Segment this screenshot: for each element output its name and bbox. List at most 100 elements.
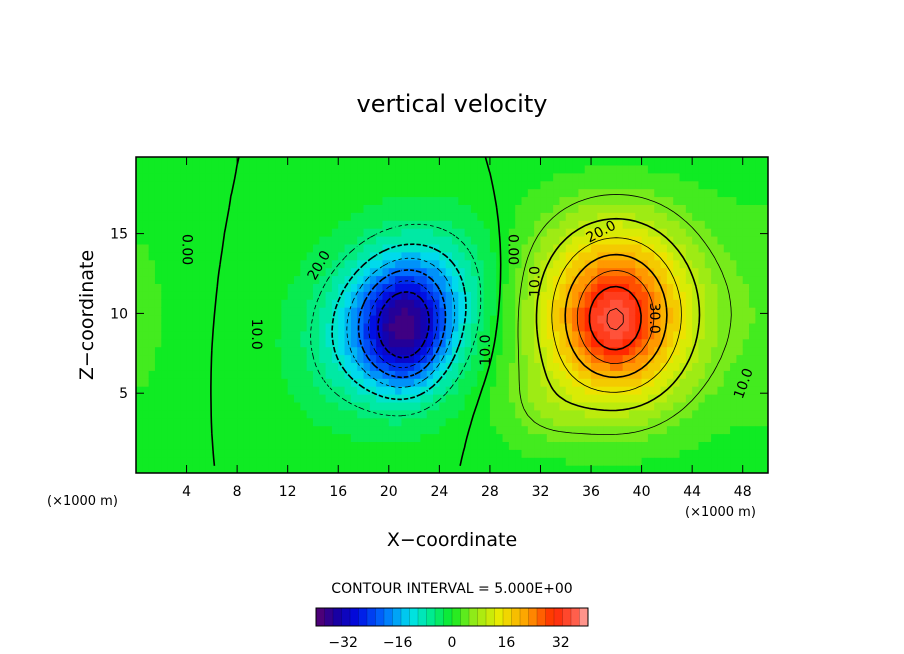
field-cell (414, 370, 421, 379)
field-cell (363, 449, 371, 458)
field-cell (540, 236, 548, 245)
field-cell (173, 251, 181, 261)
field-cell (211, 259, 219, 269)
field-cell (477, 259, 485, 269)
field-cell (660, 228, 668, 237)
field-cell (616, 196, 624, 205)
field-cell (730, 204, 737, 213)
field-cell (294, 449, 301, 458)
field-cell (192, 401, 200, 411)
field-cell (749, 401, 756, 411)
colorbar: −32 −16 0 16 32 (315, 607, 589, 651)
field-cell (218, 457, 226, 466)
field-cell (256, 346, 263, 356)
field-cell (407, 164, 415, 174)
field-cell (477, 172, 485, 182)
field-cell (711, 236, 719, 245)
field-cell (749, 417, 756, 427)
field-cell (742, 433, 750, 442)
field-cell (527, 433, 535, 442)
field-cell (331, 457, 339, 466)
field-cell (565, 243, 573, 253)
field-cell (496, 220, 504, 229)
field-cell (325, 465, 333, 473)
field-cell (439, 465, 447, 473)
field-cell (572, 433, 579, 442)
field-cell (237, 275, 245, 284)
field-cell (369, 315, 377, 324)
field-cell (730, 243, 737, 253)
colorbar-swatch (341, 608, 351, 626)
field-cell (268, 465, 276, 473)
field-cell (717, 457, 725, 466)
field-cell (344, 401, 352, 411)
field-cell (736, 196, 744, 205)
field-cell (692, 299, 700, 308)
field-cell (635, 157, 643, 166)
field-cell (496, 307, 504, 316)
field-cell (584, 322, 592, 332)
field-cell (527, 291, 535, 300)
field-cell (230, 378, 238, 387)
field-cell (698, 164, 706, 174)
field-cell (275, 457, 282, 466)
field-cell (553, 204, 561, 213)
field-cell (357, 243, 365, 253)
field-cell (515, 315, 523, 324)
field-cell (211, 401, 219, 411)
field-cell (749, 172, 756, 182)
field-cell (742, 164, 750, 174)
field-cell (515, 409, 523, 419)
field-cell (243, 449, 251, 458)
field-cell (287, 362, 295, 371)
field-cell (294, 354, 301, 363)
field-cell (167, 354, 175, 363)
field-cell (237, 425, 245, 435)
field-cell (331, 433, 339, 442)
field-cell (660, 236, 668, 245)
field-cell (616, 346, 624, 356)
field-cell (388, 251, 396, 261)
field-cell (230, 243, 238, 253)
field-cell (679, 362, 687, 371)
field-cell (325, 322, 333, 332)
field-cell (186, 204, 194, 213)
field-cell (249, 243, 257, 253)
field-cell (395, 236, 403, 245)
field-cell (363, 172, 371, 182)
field-cell (275, 315, 282, 324)
field-cell (205, 172, 213, 182)
field-cell (628, 409, 636, 419)
field-cell (692, 228, 700, 237)
field-cell (679, 315, 687, 324)
field-cell (199, 188, 207, 198)
field-cell (603, 164, 611, 174)
field-cell (414, 441, 421, 450)
field-cell (312, 338, 320, 348)
field-cell (477, 299, 485, 308)
field-cell (711, 370, 719, 379)
field-cell (692, 409, 700, 419)
field-cell (167, 196, 175, 205)
field-cell (470, 157, 478, 166)
field-cell (218, 394, 226, 403)
contour-line (588, 285, 642, 351)
field-cell (591, 465, 598, 473)
field-cell (622, 180, 630, 190)
field-cell (357, 220, 365, 229)
field-cell (218, 441, 226, 450)
contour-label: 0.00 (505, 234, 521, 265)
field-cell (388, 228, 396, 237)
field-cell (572, 425, 579, 435)
field-cell (553, 220, 561, 229)
field-cell (199, 291, 207, 300)
field-cell (369, 275, 377, 284)
field-cell (186, 196, 194, 205)
field-cell (395, 299, 403, 308)
field-cell (262, 212, 270, 221)
field-cell (401, 441, 409, 450)
field-cell (711, 220, 719, 229)
field-cell (717, 275, 725, 284)
field-cell (584, 236, 592, 245)
field-cell (319, 386, 327, 395)
